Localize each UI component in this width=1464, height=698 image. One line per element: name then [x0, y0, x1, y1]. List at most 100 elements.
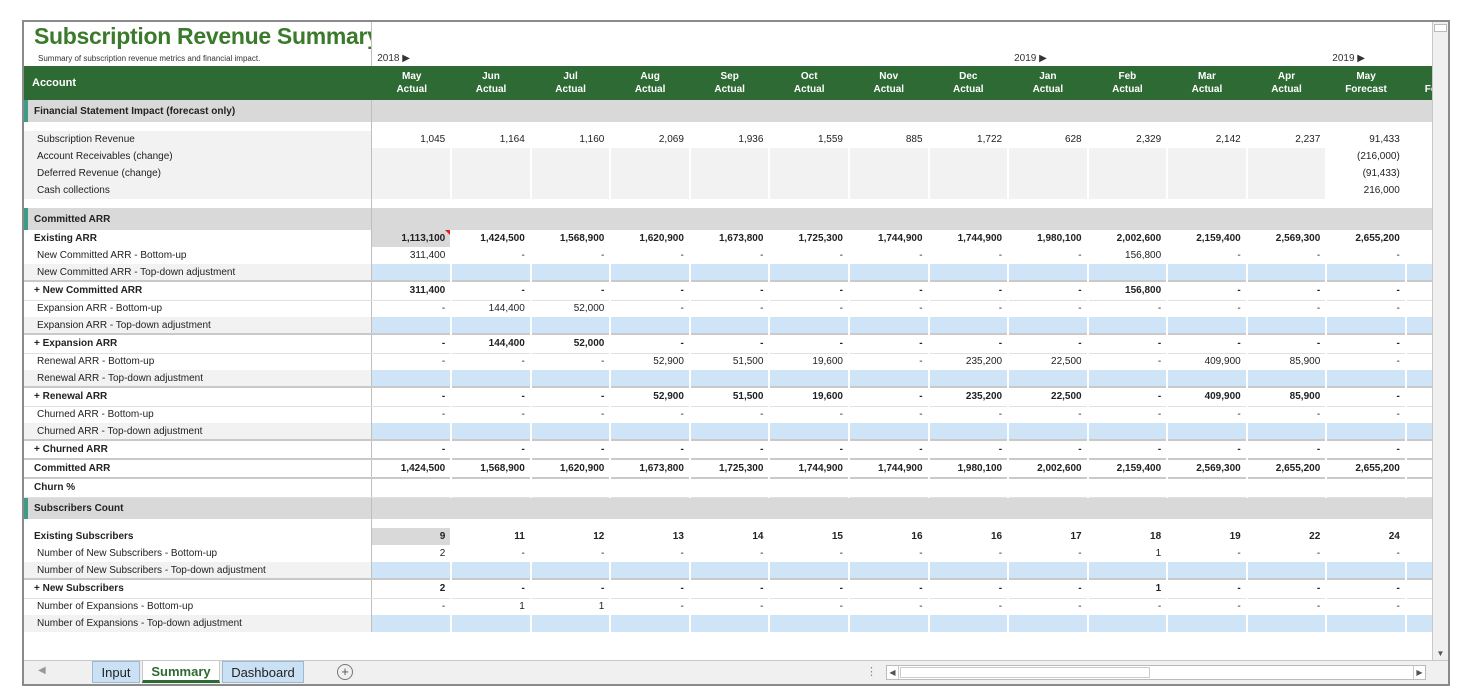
table-cell[interactable] [1087, 497, 1168, 519]
table-cell[interactable] [1246, 264, 1328, 281]
table-cell[interactable] [1167, 199, 1247, 208]
table-cell[interactable]: 1,559 [769, 131, 850, 148]
table-cell[interactable]: - [928, 598, 1010, 615]
table-cell[interactable]: - [1246, 439, 1328, 460]
table-cell[interactable]: 1,045 [371, 131, 453, 148]
table-cell[interactable] [1167, 423, 1248, 440]
table-cell[interactable] [689, 182, 771, 199]
table-cell[interactable] [848, 519, 929, 528]
table-cell[interactable] [1087, 423, 1169, 440]
table-cell[interactable] [1405, 423, 1434, 440]
table-cell[interactable]: 17 [1008, 528, 1089, 545]
table-cell[interactable]: 52,000 [530, 333, 612, 354]
table-cell[interactable] [1087, 199, 1168, 208]
table-cell[interactable]: - [848, 439, 930, 460]
table-cell[interactable] [451, 423, 532, 440]
table-cell[interactable]: - [451, 353, 532, 370]
table-cell[interactable] [1167, 317, 1248, 334]
table-cell[interactable] [1087, 165, 1169, 182]
table-cell[interactable] [610, 562, 691, 579]
table-cell[interactable]: 156,800 [1087, 247, 1169, 264]
table-cell[interactable] [769, 264, 850, 281]
table-cell[interactable] [928, 477, 1010, 498]
table-cell[interactable]: - [371, 353, 453, 370]
table-cell[interactable]: 62,500 [1405, 280, 1434, 301]
table-cell[interactable]: 2,159,400 [1087, 458, 1169, 479]
table-cell[interactable] [371, 148, 453, 165]
blank-cell[interactable] [689, 22, 771, 50]
table-cell[interactable]: - [451, 386, 532, 407]
table-cell[interactable] [928, 615, 1010, 632]
table-cell[interactable]: - [1246, 300, 1328, 317]
table-cell[interactable]: - [1167, 333, 1248, 354]
table-cell[interactable] [928, 264, 1010, 281]
table-cell[interactable]: 156,800 [1087, 280, 1169, 301]
table-cell[interactable] [1008, 182, 1089, 199]
table-cell[interactable]: - [848, 578, 930, 599]
table-cell[interactable] [610, 423, 691, 440]
table-cell[interactable]: 235,200 [928, 353, 1010, 370]
table-cell[interactable]: - [769, 439, 850, 460]
table-cell[interactable] [451, 182, 532, 199]
table-cell[interactable]: 15 [769, 528, 850, 545]
table-cell[interactable] [530, 370, 612, 387]
table-cell[interactable] [610, 264, 691, 281]
table-cell[interactable]: - [451, 247, 532, 264]
table-cell[interactable]: - [1167, 280, 1248, 301]
table-cell[interactable] [1087, 615, 1169, 632]
table-cell[interactable] [371, 519, 452, 528]
table-cell[interactable] [451, 148, 532, 165]
table-cell[interactable]: 1,744,900 [928, 230, 1010, 247]
table-cell[interactable] [1246, 477, 1328, 498]
table-cell[interactable]: - [689, 545, 771, 562]
table-cell[interactable] [530, 122, 611, 131]
table-cell[interactable] [848, 264, 930, 281]
table-cell[interactable]: 235,200 [928, 386, 1010, 407]
table-cell[interactable] [451, 264, 532, 281]
table-cell[interactable] [371, 264, 453, 281]
table-cell[interactable] [928, 199, 1009, 208]
table-cell[interactable] [530, 208, 611, 230]
table-cell[interactable]: - [689, 406, 771, 423]
table-cell[interactable] [769, 148, 850, 165]
table-cell[interactable]: - [1405, 598, 1434, 615]
table-cell[interactable] [1326, 264, 1407, 281]
table-cell[interactable] [371, 497, 452, 519]
table-cell[interactable] [530, 317, 612, 334]
table-cell[interactable]: - [530, 247, 612, 264]
table-cell[interactable] [371, 100, 452, 122]
table-cell[interactable] [610, 497, 690, 519]
table-cell[interactable]: - [1326, 300, 1407, 317]
table-cell[interactable]: - [689, 598, 771, 615]
tab-dashboard[interactable]: Dashboard [222, 661, 304, 683]
table-cell[interactable] [530, 497, 611, 519]
table-cell[interactable] [689, 562, 771, 579]
table-cell[interactable] [1167, 615, 1248, 632]
table-cell[interactable]: - [371, 406, 453, 423]
table-cell[interactable] [1167, 165, 1248, 182]
table-cell[interactable]: - [530, 439, 612, 460]
table-cell[interactable]: - [1167, 247, 1248, 264]
table-cell[interactable]: - [371, 300, 453, 317]
table-cell[interactable]: 2,159,400 [1167, 230, 1248, 247]
table-cell[interactable]: 85,900 [1246, 353, 1328, 370]
table-cell[interactable]: 19 [1167, 528, 1248, 545]
table-cell[interactable] [1326, 199, 1406, 208]
table-cell[interactable] [1405, 199, 1434, 208]
blank-cell[interactable] [928, 22, 1010, 50]
table-cell[interactable] [928, 317, 1010, 334]
table-cell[interactable] [848, 615, 930, 632]
table-cell[interactable]: 1 [451, 598, 532, 615]
table-cell[interactable] [371, 317, 453, 334]
table-cell[interactable] [1008, 100, 1088, 122]
table-cell[interactable] [530, 423, 612, 440]
column-header[interactable]: Nov Actual [848, 66, 929, 100]
column-header[interactable]: May Forecast [1326, 66, 1406, 100]
table-cell[interactable]: 311,400 [371, 280, 453, 301]
table-cell[interactable]: - [928, 300, 1010, 317]
table-cell[interactable]: - [1326, 386, 1407, 407]
table-cell[interactable]: 1,980,100 [1008, 230, 1089, 247]
table-cell[interactable] [451, 122, 531, 131]
table-cell[interactable]: - [769, 578, 850, 599]
table-cell[interactable] [1405, 100, 1434, 122]
